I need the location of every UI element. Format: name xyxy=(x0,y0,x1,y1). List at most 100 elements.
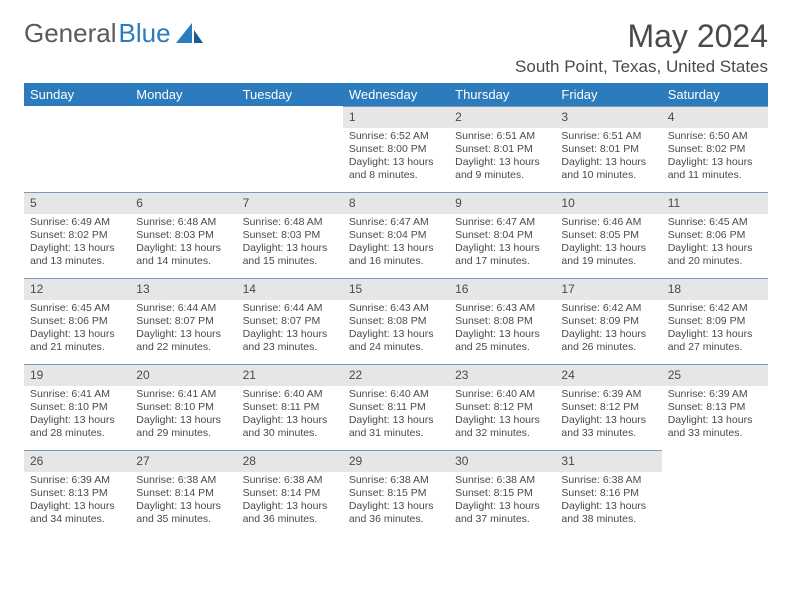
day-body: Sunrise: 6:40 AMSunset: 8:11 PMDaylight:… xyxy=(343,386,449,445)
calendar-day-cell: 25Sunrise: 6:39 AMSunset: 8:13 PMDayligh… xyxy=(662,364,768,450)
day-number: 23 xyxy=(449,364,555,386)
day-sr: Sunrise: 6:41 AM xyxy=(136,388,230,401)
calendar-day-cell: 22Sunrise: 6:40 AMSunset: 8:11 PMDayligh… xyxy=(343,364,449,450)
calendar-day-cell: 24Sunrise: 6:39 AMSunset: 8:12 PMDayligh… xyxy=(555,364,661,450)
day-body: Sunrise: 6:39 AMSunset: 8:13 PMDaylight:… xyxy=(662,386,768,445)
day-d2: and 23 minutes. xyxy=(243,341,337,354)
calendar-empty-cell xyxy=(130,106,236,192)
day-d2: and 14 minutes. xyxy=(136,255,230,268)
day-body: Sunrise: 6:44 AMSunset: 8:07 PMDaylight:… xyxy=(130,300,236,359)
day-sr: Sunrise: 6:38 AM xyxy=(561,474,655,487)
day-ss: Sunset: 8:00 PM xyxy=(349,143,443,156)
day-sr: Sunrise: 6:47 AM xyxy=(455,216,549,229)
day-ss: Sunset: 8:02 PM xyxy=(30,229,124,242)
calendar-day-cell: 3Sunrise: 6:51 AMSunset: 8:01 PMDaylight… xyxy=(555,106,661,192)
day-ss: Sunset: 8:01 PM xyxy=(561,143,655,156)
day-d2: and 30 minutes. xyxy=(243,427,337,440)
day-number: 2 xyxy=(449,106,555,128)
day-d1: Daylight: 13 hours xyxy=(455,156,549,169)
day-ss: Sunset: 8:05 PM xyxy=(561,229,655,242)
day-body: Sunrise: 6:42 AMSunset: 8:09 PMDaylight:… xyxy=(555,300,661,359)
calendar-day-cell: 13Sunrise: 6:44 AMSunset: 8:07 PMDayligh… xyxy=(130,278,236,364)
day-body: Sunrise: 6:47 AMSunset: 8:04 PMDaylight:… xyxy=(343,214,449,273)
day-sr: Sunrise: 6:50 AM xyxy=(668,130,762,143)
logo-text-blue: Blue xyxy=(119,18,171,49)
day-number: 24 xyxy=(555,364,661,386)
day-body: Sunrise: 6:46 AMSunset: 8:05 PMDaylight:… xyxy=(555,214,661,273)
day-sr: Sunrise: 6:42 AM xyxy=(668,302,762,315)
day-ss: Sunset: 8:06 PM xyxy=(668,229,762,242)
calendar-week-row: 26Sunrise: 6:39 AMSunset: 8:13 PMDayligh… xyxy=(24,450,768,536)
day-ss: Sunset: 8:11 PM xyxy=(243,401,337,414)
day-sr: Sunrise: 6:44 AM xyxy=(243,302,337,315)
calendar-day-cell: 11Sunrise: 6:45 AMSunset: 8:06 PMDayligh… xyxy=(662,192,768,278)
day-d2: and 36 minutes. xyxy=(243,513,337,526)
day-d1: Daylight: 13 hours xyxy=(668,242,762,255)
calendar-day-cell: 19Sunrise: 6:41 AMSunset: 8:10 PMDayligh… xyxy=(24,364,130,450)
day-number: 20 xyxy=(130,364,236,386)
day-sr: Sunrise: 6:38 AM xyxy=(243,474,337,487)
day-body xyxy=(130,128,236,134)
calendar-week-row: 12Sunrise: 6:45 AMSunset: 8:06 PMDayligh… xyxy=(24,278,768,364)
day-d2: and 17 minutes. xyxy=(455,255,549,268)
day-body xyxy=(662,472,768,478)
calendar-day-cell: 8Sunrise: 6:47 AMSunset: 8:04 PMDaylight… xyxy=(343,192,449,278)
day-d2: and 33 minutes. xyxy=(668,427,762,440)
day-d1: Daylight: 13 hours xyxy=(455,414,549,427)
day-d1: Daylight: 13 hours xyxy=(668,414,762,427)
day-d2: and 21 minutes. xyxy=(30,341,124,354)
day-body: Sunrise: 6:39 AMSunset: 8:12 PMDaylight:… xyxy=(555,386,661,445)
day-d2: and 32 minutes. xyxy=(455,427,549,440)
calendar-day-cell: 27Sunrise: 6:38 AMSunset: 8:14 PMDayligh… xyxy=(130,450,236,536)
day-ss: Sunset: 8:12 PM xyxy=(455,401,549,414)
day-number: 11 xyxy=(662,192,768,214)
day-body: Sunrise: 6:47 AMSunset: 8:04 PMDaylight:… xyxy=(449,214,555,273)
day-number: 18 xyxy=(662,278,768,300)
logo: GeneralBlue xyxy=(24,18,204,49)
day-body: Sunrise: 6:40 AMSunset: 8:12 PMDaylight:… xyxy=(449,386,555,445)
day-number: 28 xyxy=(237,450,343,472)
day-sr: Sunrise: 6:41 AM xyxy=(30,388,124,401)
logo-text-general: General xyxy=(24,18,117,49)
day-sr: Sunrise: 6:45 AM xyxy=(668,216,762,229)
day-sr: Sunrise: 6:39 AM xyxy=(561,388,655,401)
calendar-empty-cell xyxy=(237,106,343,192)
day-body: Sunrise: 6:51 AMSunset: 8:01 PMDaylight:… xyxy=(449,128,555,187)
day-body: Sunrise: 6:38 AMSunset: 8:16 PMDaylight:… xyxy=(555,472,661,531)
day-number: 26 xyxy=(24,450,130,472)
day-d2: and 28 minutes. xyxy=(30,427,124,440)
day-d1: Daylight: 13 hours xyxy=(243,242,337,255)
day-ss: Sunset: 8:12 PM xyxy=(561,401,655,414)
calendar-week-row: 5Sunrise: 6:49 AMSunset: 8:02 PMDaylight… xyxy=(24,192,768,278)
calendar-empty-cell xyxy=(662,450,768,536)
day-number: 31 xyxy=(555,450,661,472)
day-ss: Sunset: 8:09 PM xyxy=(561,315,655,328)
day-d1: Daylight: 13 hours xyxy=(243,500,337,513)
day-body xyxy=(24,128,130,134)
day-d2: and 11 minutes. xyxy=(668,169,762,182)
day-d1: Daylight: 13 hours xyxy=(668,328,762,341)
day-number: 29 xyxy=(343,450,449,472)
day-body: Sunrise: 6:45 AMSunset: 8:06 PMDaylight:… xyxy=(662,214,768,273)
day-sr: Sunrise: 6:40 AM xyxy=(243,388,337,401)
day-d2: and 36 minutes. xyxy=(349,513,443,526)
calendar-day-cell: 15Sunrise: 6:43 AMSunset: 8:08 PMDayligh… xyxy=(343,278,449,364)
calendar-week-row: 1Sunrise: 6:52 AMSunset: 8:00 PMDaylight… xyxy=(24,106,768,192)
day-ss: Sunset: 8:07 PM xyxy=(136,315,230,328)
month-title: May 2024 xyxy=(515,18,768,55)
day-ss: Sunset: 8:15 PM xyxy=(455,487,549,500)
location: South Point, Texas, United States xyxy=(515,57,768,77)
day-d1: Daylight: 13 hours xyxy=(136,414,230,427)
day-body: Sunrise: 6:50 AMSunset: 8:02 PMDaylight:… xyxy=(662,128,768,187)
day-sr: Sunrise: 6:47 AM xyxy=(349,216,443,229)
day-sr: Sunrise: 6:48 AM xyxy=(136,216,230,229)
day-body: Sunrise: 6:51 AMSunset: 8:01 PMDaylight:… xyxy=(555,128,661,187)
calendar-day-cell: 16Sunrise: 6:43 AMSunset: 8:08 PMDayligh… xyxy=(449,278,555,364)
calendar-day-cell: 1Sunrise: 6:52 AMSunset: 8:00 PMDaylight… xyxy=(343,106,449,192)
day-ss: Sunset: 8:03 PM xyxy=(136,229,230,242)
day-d1: Daylight: 13 hours xyxy=(136,500,230,513)
header: GeneralBlue May 2024 South Point, Texas,… xyxy=(24,18,768,77)
day-d1: Daylight: 13 hours xyxy=(30,414,124,427)
day-body: Sunrise: 6:40 AMSunset: 8:11 PMDaylight:… xyxy=(237,386,343,445)
day-number: 5 xyxy=(24,192,130,214)
